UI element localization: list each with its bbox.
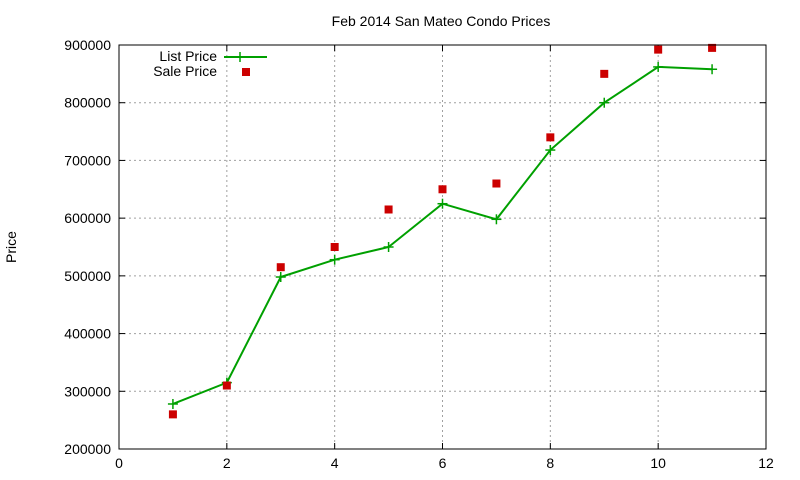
x-tick-label: 12 (758, 455, 774, 471)
list-price-point (437, 198, 448, 209)
y-tick-label: 300000 (64, 383, 111, 399)
sale-price-point (168, 410, 177, 419)
sale-price-point (276, 263, 285, 272)
sale-price-point (600, 69, 609, 78)
list-price-point (545, 145, 556, 156)
list-price-point (491, 214, 502, 225)
x-tick-labels: 0 2 4 6 8 10 12 (115, 455, 774, 471)
sale-price-point (330, 243, 339, 251)
grid (119, 45, 766, 449)
sale-price-point (492, 179, 501, 188)
list-price-point (653, 61, 664, 72)
x-tick-label: 0 (115, 455, 123, 471)
y-tick-label: 800000 (64, 95, 111, 111)
list-price-point (707, 64, 718, 75)
legend-swatch-sale-price (242, 68, 250, 76)
sale-price-point (708, 43, 717, 52)
list-price-point (599, 97, 610, 108)
x-tick-label: 6 (439, 455, 447, 471)
y-tick-label: 600000 (64, 210, 111, 226)
sale-price-point (546, 133, 555, 142)
y-tick-label: 400000 (64, 326, 111, 342)
legend-label-sale-price: Sale Price (153, 63, 217, 79)
x-tick-label: 4 (331, 455, 339, 471)
list-price-point (383, 242, 394, 252)
sale-price-point (654, 45, 663, 54)
x-tick-label: 10 (650, 455, 666, 471)
y-axis-label: Price (3, 231, 19, 263)
x-tick-label: 2 (223, 455, 231, 471)
legend-label-list-price: List Price (159, 48, 217, 64)
y-tick-label: 500000 (64, 268, 111, 284)
x-tick-label: 8 (546, 455, 554, 471)
plot-frame (118, 44, 767, 450)
list-price-point (275, 272, 286, 283)
chart-title: Feb 2014 San Mateo Condo Prices (332, 13, 551, 29)
y-tick-label: 700000 (64, 152, 111, 168)
y-tick-label: 200000 (64, 441, 111, 457)
list-price-point (329, 254, 340, 265)
list-price-point (167, 398, 178, 409)
y-tick-label: 900000 (64, 37, 111, 53)
y-tick-labels: 200000 300000 400000 500000 600000 700000 8000… (64, 37, 111, 457)
sale-price-point (384, 205, 393, 214)
series-layer (167, 43, 718, 419)
sale-price-point (222, 381, 231, 390)
sale-price-point (438, 185, 447, 194)
